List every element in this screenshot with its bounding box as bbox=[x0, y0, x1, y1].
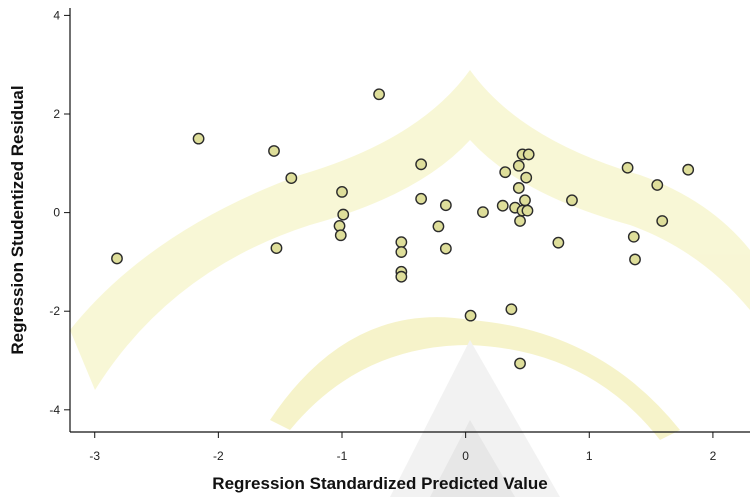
y-tick-label: 2 bbox=[53, 107, 60, 121]
x-tick-label: -3 bbox=[89, 449, 100, 463]
scatter-point bbox=[395, 246, 408, 258]
scatter-point bbox=[373, 88, 385, 101]
x-tick-label: 2 bbox=[710, 449, 717, 463]
x-tick-label: -1 bbox=[337, 449, 348, 463]
scatter-point bbox=[514, 357, 526, 370]
y-tick-label: -4 bbox=[49, 403, 60, 417]
x-tick-label: 0 bbox=[462, 449, 469, 463]
y-tick-label: -2 bbox=[49, 304, 60, 318]
plot-axes bbox=[64, 8, 750, 438]
x-tick-label: -2 bbox=[213, 449, 224, 463]
scatter-point bbox=[415, 158, 428, 171]
scatter-point bbox=[514, 215, 526, 227]
scatter-point bbox=[395, 270, 408, 283]
scatter-point bbox=[496, 199, 509, 212]
scatter-point bbox=[621, 161, 634, 174]
scatter-point bbox=[415, 192, 428, 205]
scatter-point bbox=[432, 220, 445, 233]
scatter-point bbox=[337, 208, 350, 221]
scatter-point bbox=[192, 132, 205, 145]
scatter-point bbox=[285, 172, 298, 184]
scatter-point bbox=[395, 236, 408, 249]
scatter-point bbox=[521, 204, 534, 217]
scatter-point bbox=[512, 159, 525, 172]
scatter-point bbox=[656, 215, 669, 227]
scatter-point bbox=[336, 185, 348, 198]
scatter-point bbox=[566, 194, 578, 207]
scatter-point bbox=[522, 148, 535, 161]
scatter-point bbox=[552, 236, 565, 249]
scatter-point bbox=[519, 194, 531, 207]
scatter-point bbox=[477, 206, 489, 219]
scatter-point bbox=[520, 171, 533, 184]
scatter-point bbox=[505, 303, 518, 316]
y-tick-label: 4 bbox=[53, 8, 60, 22]
scatter-point bbox=[651, 179, 664, 191]
scatter-point bbox=[464, 309, 477, 322]
scatter-point bbox=[499, 166, 512, 179]
scatter-point bbox=[270, 242, 283, 255]
scatter-point bbox=[627, 230, 640, 243]
data-points bbox=[111, 88, 695, 370]
x-tick-label: 1 bbox=[586, 449, 593, 463]
scatter-point bbox=[629, 253, 641, 266]
axis-labels: -3 -2 -1 0 1 2 4 2 0 -2 -4 Regression Standardized … bbox=[8, 8, 717, 493]
scatter-point bbox=[512, 182, 525, 194]
university-watermark bbox=[70, 70, 750, 497]
x-axis-title: Regression Standardized Predicted Value bbox=[212, 474, 547, 493]
scatter-point bbox=[682, 163, 695, 176]
scatter-point bbox=[268, 145, 280, 157]
scatter-point bbox=[111, 252, 123, 265]
scatter-point bbox=[439, 199, 452, 212]
scatter-point bbox=[334, 229, 347, 242]
y-axis-title: Regression Studentized Residual bbox=[8, 85, 27, 354]
y-tick-label: 0 bbox=[53, 206, 60, 220]
scatter-point bbox=[439, 242, 452, 255]
